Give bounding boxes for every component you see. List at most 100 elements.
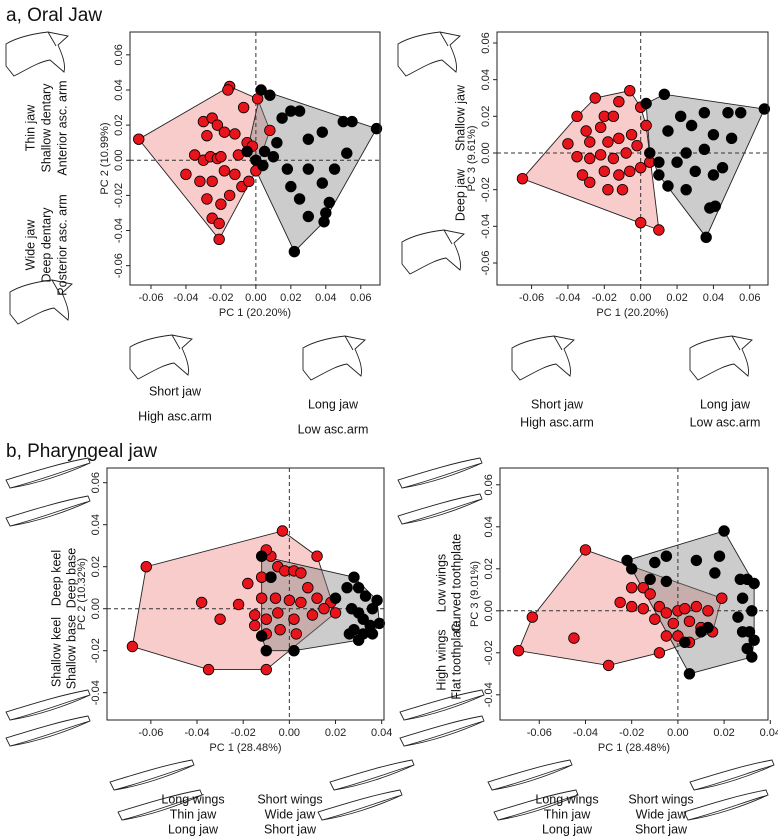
y-tick-label: 0.06 [480, 32, 492, 53]
data-point [580, 125, 592, 137]
data-point [180, 168, 192, 181]
data-point [288, 645, 300, 657]
data-point [709, 567, 721, 579]
data-point [679, 636, 691, 649]
data-point [594, 121, 607, 134]
data-point [218, 165, 231, 177]
x-tick-label: 0.04 [703, 292, 724, 304]
data-point [634, 216, 647, 229]
y-tick-label: -0.06 [480, 250, 492, 275]
data-point [237, 101, 250, 114]
data-point [283, 594, 296, 607]
axis-annotation: Low asc.arm [690, 415, 761, 429]
y-tick-label: 0.02 [90, 556, 102, 577]
data-point [671, 156, 683, 168]
axis-annotation: Shallow dentary [39, 83, 53, 173]
data-point [255, 630, 268, 642]
data-point [318, 216, 330, 228]
data-point [346, 115, 358, 128]
x-tick-label: -0.04 [555, 292, 580, 304]
data-point [576, 169, 589, 181]
shape-outline [493, 789, 579, 821]
axis-annotation: Short jaw [531, 397, 584, 411]
data-point [746, 651, 758, 663]
y-tick-label: 0.00 [90, 598, 102, 619]
data-point [653, 156, 665, 168]
axis-annotation: Thin jaw [170, 807, 218, 821]
data-point [241, 145, 253, 158]
data-point [311, 550, 323, 562]
data-point [613, 95, 625, 108]
axis-annotation: Long jaw [700, 397, 751, 411]
data-point [653, 647, 666, 659]
shape-outline [109, 759, 195, 791]
data-point [302, 133, 315, 145]
data-point [288, 613, 300, 625]
y-tick-label: -0.06 [113, 253, 125, 278]
panel-title: b, Pharyngeal jaw [6, 441, 157, 462]
data-point [373, 617, 386, 630]
data-point [260, 613, 272, 625]
data-point [713, 550, 726, 562]
data-point [607, 110, 620, 123]
data-point [602, 183, 614, 196]
data-point [201, 193, 213, 205]
data-point [194, 175, 206, 188]
data-point [229, 128, 241, 140]
data-point [707, 169, 720, 181]
data-point [211, 119, 224, 131]
data-point [707, 128, 720, 141]
data-point [653, 169, 665, 181]
shape-outline [5, 715, 91, 747]
axis-annotation: Deep jaw [453, 168, 467, 221]
x-tick-label: 0.00 [630, 292, 651, 304]
shape-outline [487, 759, 573, 791]
plot-frame [499, 467, 769, 721]
data-point [285, 180, 297, 193]
plot-frame [129, 31, 381, 286]
y-axis-label: PC 2 (10.32%) [76, 558, 88, 630]
x-tick-label: -0.04 [184, 727, 209, 739]
axis-annotation: Deep dentary [39, 207, 53, 283]
axis-annotation: Wide jaw [265, 807, 317, 821]
data-point [133, 133, 145, 145]
data-point [698, 106, 711, 119]
axis-annotation: Thin jaw [23, 104, 37, 152]
y-tick-label: -0.02 [483, 640, 495, 665]
axis-annotation: Long wings [161, 792, 224, 806]
y-tick-label: 0.04 [483, 516, 495, 537]
data-point [634, 161, 647, 174]
shape-outline [5, 31, 69, 77]
x-tick-label: -0.02 [231, 727, 256, 739]
data-point [644, 588, 656, 600]
data-point [702, 621, 714, 634]
x-tick-label: 0.04 [371, 727, 392, 739]
axis-annotation: Deep base [64, 548, 78, 609]
x-tick-label: 0.02 [666, 292, 687, 304]
data-point [316, 126, 329, 138]
data-point [680, 183, 692, 196]
data-point [293, 105, 306, 117]
data-point [281, 163, 294, 175]
axis-annotation: Long jaw [542, 822, 593, 836]
axis-annotation: Anterior asc. arm [55, 80, 69, 175]
data-point [667, 617, 679, 630]
data-point [202, 663, 215, 676]
data-point [345, 603, 358, 615]
data-point [249, 609, 261, 621]
shape-outline [129, 334, 193, 380]
data-point [329, 592, 342, 604]
data-point [602, 136, 614, 148]
y-tick-label: 0.04 [113, 79, 125, 100]
axis-annotation: Wide jaw [23, 219, 37, 271]
data-point [653, 224, 665, 236]
data-point [680, 147, 692, 159]
data-point [218, 126, 231, 138]
axis-annotation: Wide jaw [636, 807, 688, 821]
data-point [658, 88, 671, 101]
data-point [579, 544, 592, 556]
data-point [700, 231, 712, 244]
data-point [359, 590, 372, 602]
data-point [329, 607, 342, 619]
y-tick-label: 0.04 [90, 514, 102, 535]
